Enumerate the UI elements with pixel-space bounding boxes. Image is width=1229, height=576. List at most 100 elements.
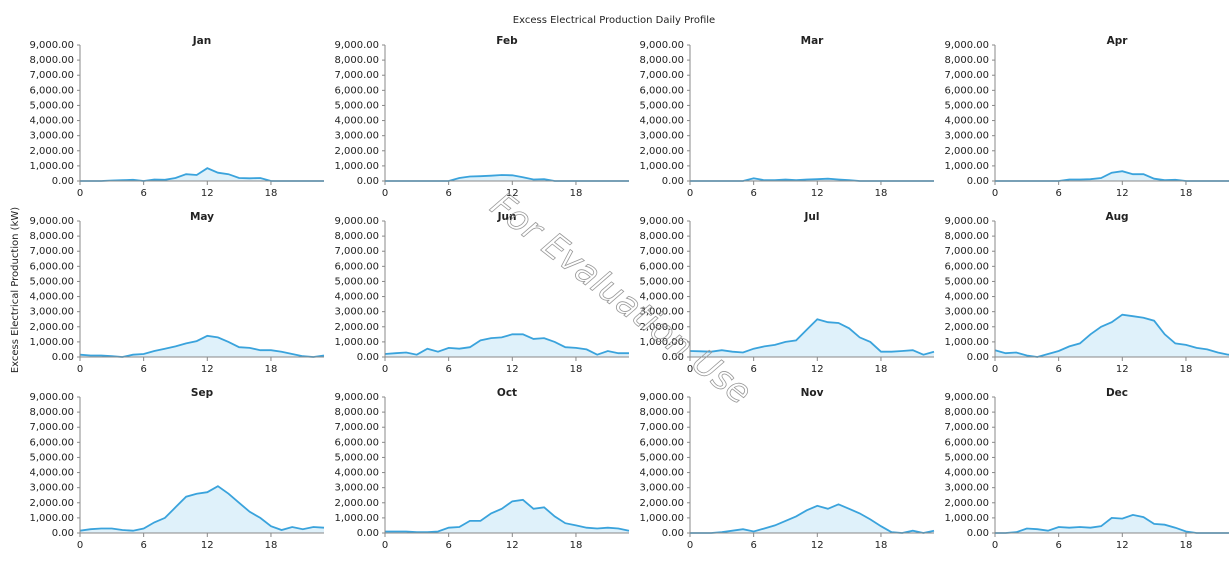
y-tick-label: 2,000.00 (944, 146, 989, 157)
x-tick-label: 0 (77, 540, 83, 551)
x-tick-label: 6 (750, 540, 756, 551)
y-tick-label: 5,000.00 (944, 100, 989, 111)
y-tick-label: 2,000.00 (29, 498, 74, 509)
x-tick-label: 6 (750, 364, 756, 375)
y-tick-label: 9,000.00 (334, 392, 379, 403)
x-tick-label: 12 (811, 540, 824, 551)
y-tick-label: 0.00 (967, 528, 989, 539)
line (689, 318, 935, 356)
y-tick-label: 5,000.00 (334, 452, 379, 463)
y-tick-label: 9,000.00 (944, 216, 989, 227)
y-tick-label: 1,000.00 (944, 161, 989, 172)
area (995, 171, 1229, 181)
y-tick-label: 7,000.00 (639, 422, 684, 433)
y-tick-label: 9,000.00 (639, 392, 684, 403)
y-tick-label: 4,000.00 (334, 292, 379, 303)
y-tick-label: 8,000.00 (944, 407, 989, 418)
y-tick-label: 5,000.00 (334, 100, 379, 111)
subplot-title: Jul (804, 211, 820, 223)
y-tick-label: 6,000.00 (944, 261, 989, 272)
x-tick-label: 6 (140, 188, 146, 199)
y-tick-label: 3,000.00 (334, 131, 379, 142)
y-tick-label: 8,000.00 (334, 55, 379, 66)
x-tick-label: 12 (506, 188, 519, 199)
y-tick-label: 2,000.00 (944, 498, 989, 509)
y-tick-label: 0.00 (52, 528, 74, 539)
y-tick-label: 7,000.00 (944, 70, 989, 81)
x-tick-label: 18 (875, 540, 888, 551)
y-tick-label: 9,000.00 (29, 392, 74, 403)
y-tick-label: 2,000.00 (334, 498, 379, 509)
y-tick-label: 6,000.00 (639, 437, 684, 448)
y-tick-label: 7,000.00 (334, 246, 379, 257)
x-tick-label: 18 (1180, 540, 1193, 551)
y-tick-label: 7,000.00 (334, 70, 379, 81)
y-tick-label: 3,000.00 (29, 483, 74, 494)
x-tick-label: 6 (445, 188, 451, 199)
y-tick-label: 5,000.00 (29, 276, 74, 287)
area (80, 168, 324, 181)
y-tick-label: 2,000.00 (944, 322, 989, 333)
y-tick-label: 3,000.00 (639, 307, 684, 318)
y-tick-label: 0.00 (52, 176, 74, 187)
y-tick-label: 2,000.00 (29, 146, 74, 157)
y-tick-label: 8,000.00 (29, 231, 74, 242)
y-tick-label: 1,000.00 (944, 337, 989, 348)
line (690, 503, 935, 534)
y-tick-label: 5,000.00 (639, 100, 684, 111)
y-tick-label: 1,000.00 (29, 513, 74, 524)
x-tick-label: 18 (875, 188, 888, 199)
y-tick-label: 4,000.00 (334, 116, 379, 127)
y-tick-label: 2,000.00 (334, 146, 379, 157)
x-tick-label: 6 (445, 540, 451, 551)
y-tick-label: 4,000.00 (944, 468, 989, 479)
y-tick-label: 0.00 (662, 176, 684, 187)
y-tick-label: 3,000.00 (639, 131, 684, 142)
y-tick-label: 0.00 (967, 176, 989, 187)
x-tick-label: 12 (811, 364, 824, 375)
area (995, 514, 1229, 533)
y-tick-label: 9,000.00 (334, 216, 379, 227)
x-tick-label: 18 (265, 364, 278, 375)
y-tick-label: 4,000.00 (639, 292, 684, 303)
subplot-title: Apr (1107, 35, 1129, 47)
y-tick-label: 5,000.00 (29, 100, 74, 111)
subplot-title: Nov (801, 387, 824, 399)
subplot-title: Jun (497, 211, 517, 223)
y-tick-label: 3,000.00 (944, 483, 989, 494)
x-tick-label: 6 (140, 364, 146, 375)
y-tick-label: 4,000.00 (29, 116, 74, 127)
page-title: Excess Electrical Production Daily Profi… (513, 15, 715, 26)
x-tick-label: 0 (382, 188, 388, 199)
x-tick-label: 18 (265, 540, 278, 551)
y-tick-label: 2,000.00 (639, 498, 684, 509)
y-tick-label: 6,000.00 (334, 437, 379, 448)
x-tick-label: 0 (687, 364, 693, 375)
y-tick-label: 1,000.00 (334, 161, 379, 172)
y-tick-label: 3,000.00 (29, 131, 74, 142)
y-tick-label: 1,000.00 (334, 337, 379, 348)
subplot-title: Feb (496, 35, 518, 47)
y-tick-label: 6,000.00 (334, 261, 379, 272)
y-tick-label: 2,000.00 (639, 322, 684, 333)
y-tick-label: 9,000.00 (334, 40, 379, 51)
watermark: For Evaluation Use (483, 185, 759, 413)
y-tick-label: 8,000.00 (944, 55, 989, 66)
area (690, 319, 934, 357)
x-tick-label: 18 (570, 540, 583, 551)
y-tick-label: 3,000.00 (334, 307, 379, 318)
x-tick-label: 12 (506, 540, 519, 551)
x-tick-label: 18 (570, 188, 583, 199)
y-tick-label: 3,000.00 (944, 307, 989, 318)
y-tick-label: 6,000.00 (639, 261, 684, 272)
x-tick-label: 0 (77, 188, 83, 199)
y-tick-label: 9,000.00 (29, 216, 74, 227)
x-tick-label: 6 (140, 540, 146, 551)
line (384, 333, 629, 356)
y-tick-label: 7,000.00 (944, 246, 989, 257)
subplot-title: Oct (497, 387, 517, 399)
x-tick-label: 18 (570, 364, 583, 375)
y-tick-label: 5,000.00 (944, 452, 989, 463)
y-tick-label: 4,000.00 (944, 116, 989, 127)
